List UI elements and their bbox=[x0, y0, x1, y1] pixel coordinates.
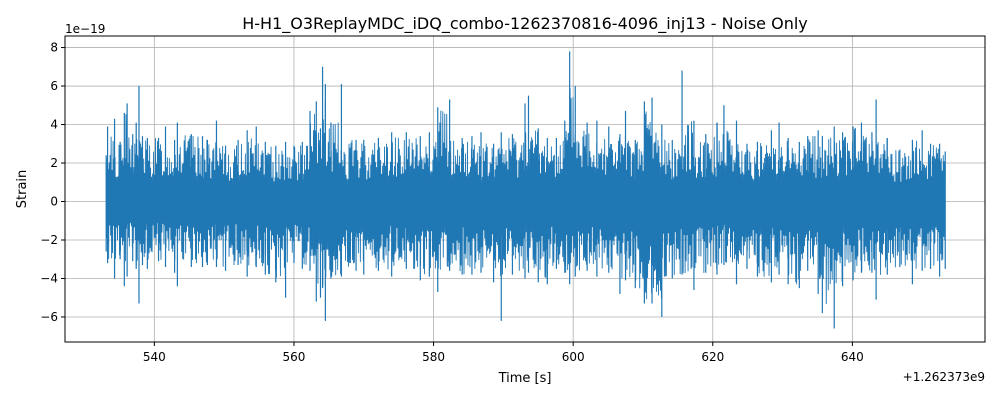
x-tick-label: 580 bbox=[422, 350, 445, 364]
y-scale-label: 1e−19 bbox=[65, 22, 105, 36]
strain-line bbox=[105, 88, 946, 305]
y-tick-label: −2 bbox=[40, 233, 58, 247]
x-tick-label: 560 bbox=[282, 350, 305, 364]
y-axis-label: Strain bbox=[15, 170, 30, 209]
y-tick-label: −4 bbox=[40, 271, 58, 285]
chart-title: H-H1_O3ReplayMDC_iDQ_combo-1262370816-40… bbox=[242, 14, 808, 34]
y-tick-label: 4 bbox=[50, 118, 58, 132]
y-tick-label: 6 bbox=[50, 79, 58, 93]
x-tick-label: 540 bbox=[143, 350, 166, 364]
strain-series bbox=[105, 51, 946, 329]
x-tick-label: 600 bbox=[562, 350, 585, 364]
x-axis-label: Time [s] bbox=[498, 371, 552, 386]
x-tick-label: 620 bbox=[701, 350, 724, 364]
series-layer bbox=[105, 51, 946, 329]
plot-frame bbox=[64, 35, 986, 343]
x-offset-label: +1.262373e9 bbox=[903, 370, 985, 384]
axis-ticks: 540 560 580 600 620 640 −6 −4 −2 0 2 4 6 8 bbox=[40, 41, 864, 364]
y-tick-label: 8 bbox=[50, 41, 58, 55]
y-tick-label: −6 bbox=[40, 310, 58, 324]
y-tick-label: 0 bbox=[50, 195, 58, 209]
x-tick-label: 640 bbox=[841, 350, 864, 364]
y-tick-label: 2 bbox=[50, 156, 58, 170]
